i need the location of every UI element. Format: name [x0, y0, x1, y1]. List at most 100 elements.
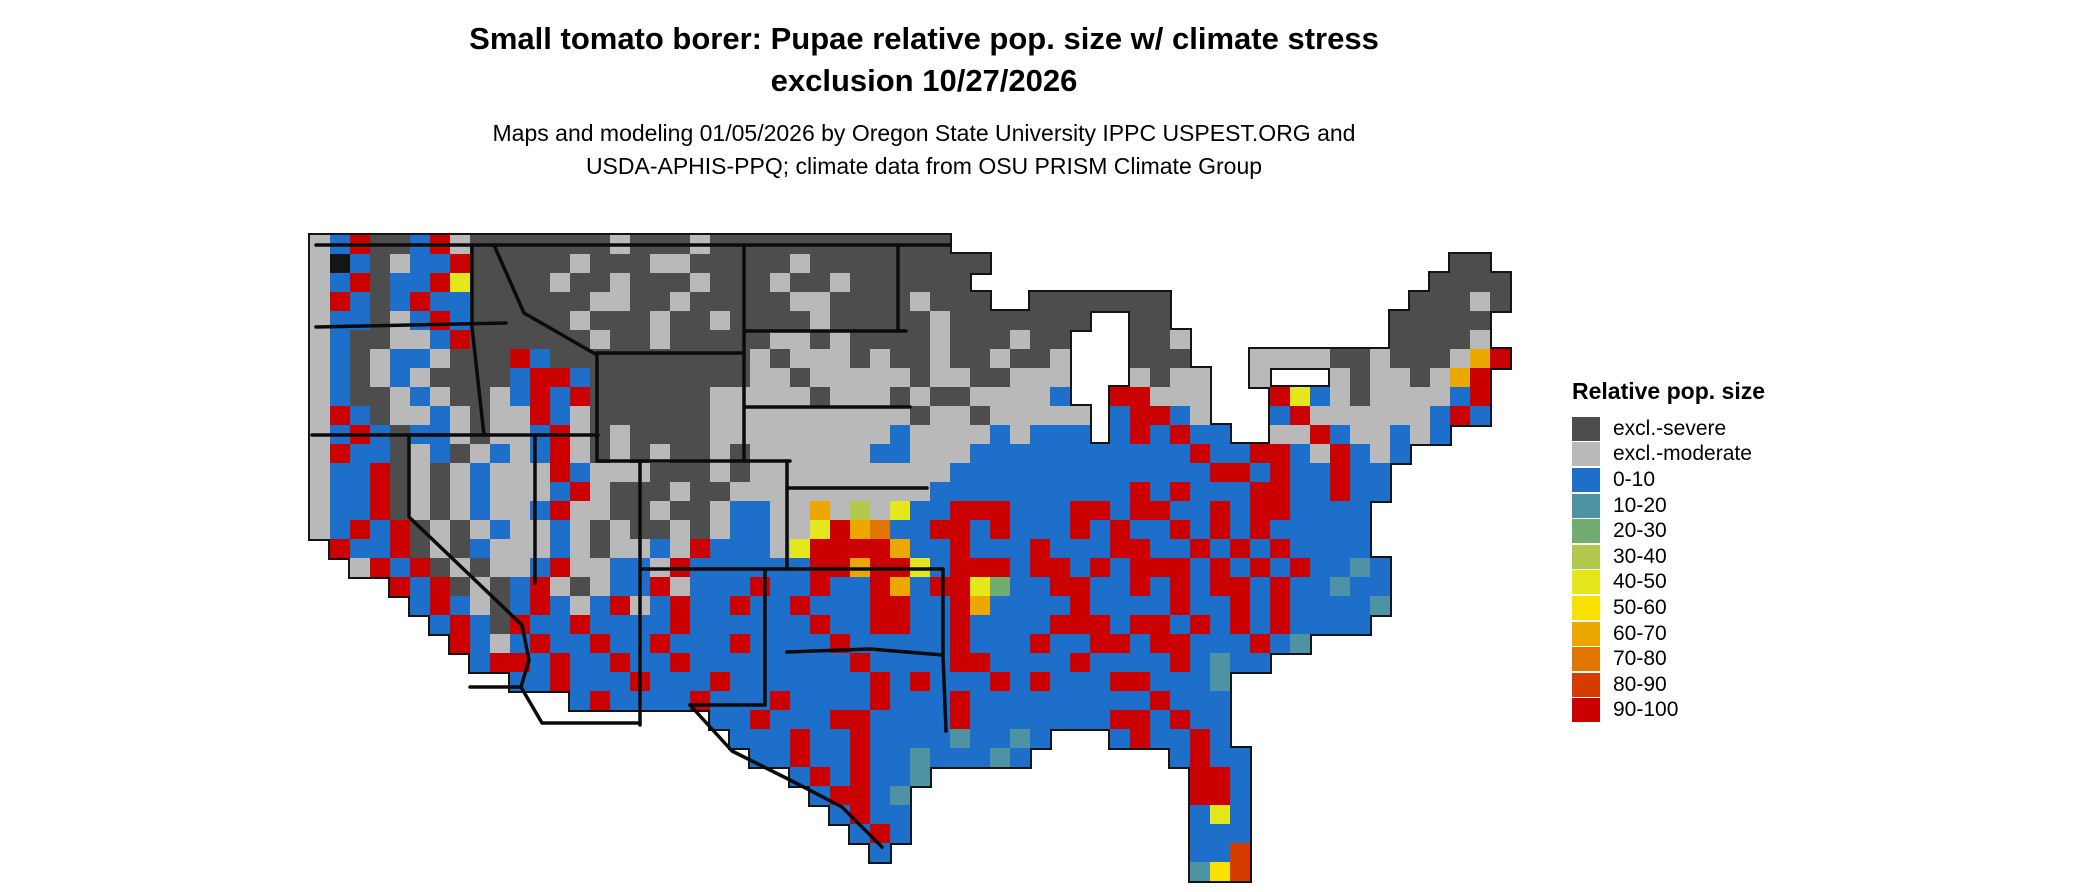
map-cell: [970, 710, 1110, 729]
legend-item: 70-80: [1572, 646, 1765, 672]
map-cell: [610, 330, 650, 349]
map-cell: [910, 539, 950, 558]
map-cell: [1130, 615, 1170, 634]
map-cell: [1110, 729, 1130, 748]
map-cell: [310, 406, 330, 425]
map-cell: [430, 387, 450, 406]
map-cell: [770, 710, 830, 729]
map-cell: [690, 292, 790, 311]
map-cell: [830, 387, 890, 406]
map-cell: [470, 235, 610, 254]
map-cell: [990, 520, 1010, 539]
map-cell: [470, 558, 490, 577]
map-cell: [1430, 368, 1450, 387]
map-cell: [310, 254, 330, 273]
map-cell: [1310, 444, 1330, 463]
map-cell: [370, 425, 390, 444]
map-cell: [1230, 843, 1250, 862]
map-cell: [350, 520, 370, 539]
map-cell: [810, 368, 910, 387]
map-cell: [1110, 387, 1150, 406]
map-cell: [490, 482, 550, 501]
map-cell: [350, 539, 390, 558]
map-cell: [630, 596, 650, 615]
map-cell: [1170, 425, 1190, 444]
map-cell: [590, 463, 650, 482]
map-cell: [430, 615, 450, 634]
map-cell: [1410, 292, 1470, 311]
map-cell: [1230, 615, 1250, 634]
map-cell: [1110, 425, 1130, 444]
map-cell: [910, 368, 930, 387]
map-cell: [590, 577, 610, 596]
map-cell: [850, 273, 970, 292]
map-cell: [1470, 406, 1490, 425]
map-cell: [710, 425, 890, 444]
map-cell: [1210, 520, 1230, 539]
map-cell: [1170, 330, 1190, 349]
map-cell: [850, 520, 870, 539]
map-cell: [470, 634, 490, 653]
map-cell: [750, 368, 790, 387]
map-cell: [830, 634, 850, 653]
map-cell: [450, 463, 470, 482]
map-cell: [370, 292, 390, 311]
map-cell: [350, 387, 390, 406]
map-cell: [610, 596, 630, 615]
map-cell: [950, 653, 990, 672]
map-cell: [810, 539, 890, 558]
map-cell: [970, 634, 1030, 653]
map-cell: [670, 615, 690, 634]
map-cell: [430, 577, 450, 596]
legend-label: 0-10: [1613, 467, 1656, 491]
map-cell: [1230, 767, 1250, 786]
map-cell: [390, 254, 410, 273]
map-cell: [550, 387, 570, 406]
legend-label: 30-40: [1613, 544, 1667, 568]
map-cell: [430, 311, 450, 330]
map-cell: [550, 482, 570, 501]
map-cell: [1130, 406, 1170, 425]
map-cell: [1410, 425, 1430, 444]
map-cell: [810, 311, 830, 330]
map-cell: [570, 672, 630, 691]
map-cell: [610, 539, 650, 558]
map-cell: [870, 710, 950, 729]
map-cell: [1210, 558, 1230, 577]
map-cell: [930, 748, 990, 767]
map-cell: [330, 425, 350, 444]
map-cell: [970, 729, 1010, 748]
map-cell: [950, 330, 1010, 349]
map-cell: [590, 368, 750, 387]
map-cell: [1170, 615, 1190, 634]
legend-swatch: [1572, 416, 1600, 441]
map-cell: [850, 558, 870, 577]
map-cell: [450, 634, 470, 653]
map-cell: [550, 349, 750, 368]
map-cell: [650, 254, 690, 273]
map-cell: [1310, 387, 1330, 406]
map-cell: [1490, 349, 1510, 368]
map-cell: [490, 653, 530, 672]
map-cell: [790, 349, 850, 368]
map-cell: [1330, 349, 1370, 368]
map-cell: [1130, 349, 1190, 368]
map-cell: [610, 577, 650, 596]
map-cell: [790, 748, 810, 767]
figure-title-line2: exclusion 10/27/2026: [770, 63, 1078, 98]
map-cell: [730, 482, 930, 501]
map-cell: [1130, 311, 1170, 330]
map-cell: [470, 425, 490, 444]
map-cell: [430, 520, 450, 539]
map-cell: [1270, 539, 1290, 558]
map-cell: [650, 577, 670, 596]
map-cell: [1290, 634, 1310, 653]
map-cell: [1190, 767, 1230, 786]
map-cell: [470, 482, 490, 501]
map-cell: [350, 235, 370, 254]
map-cell: [570, 539, 590, 558]
map-cell: [410, 577, 430, 596]
map-cell: [1190, 786, 1230, 805]
map-cell: [1190, 748, 1210, 767]
map-cell: [530, 387, 550, 406]
